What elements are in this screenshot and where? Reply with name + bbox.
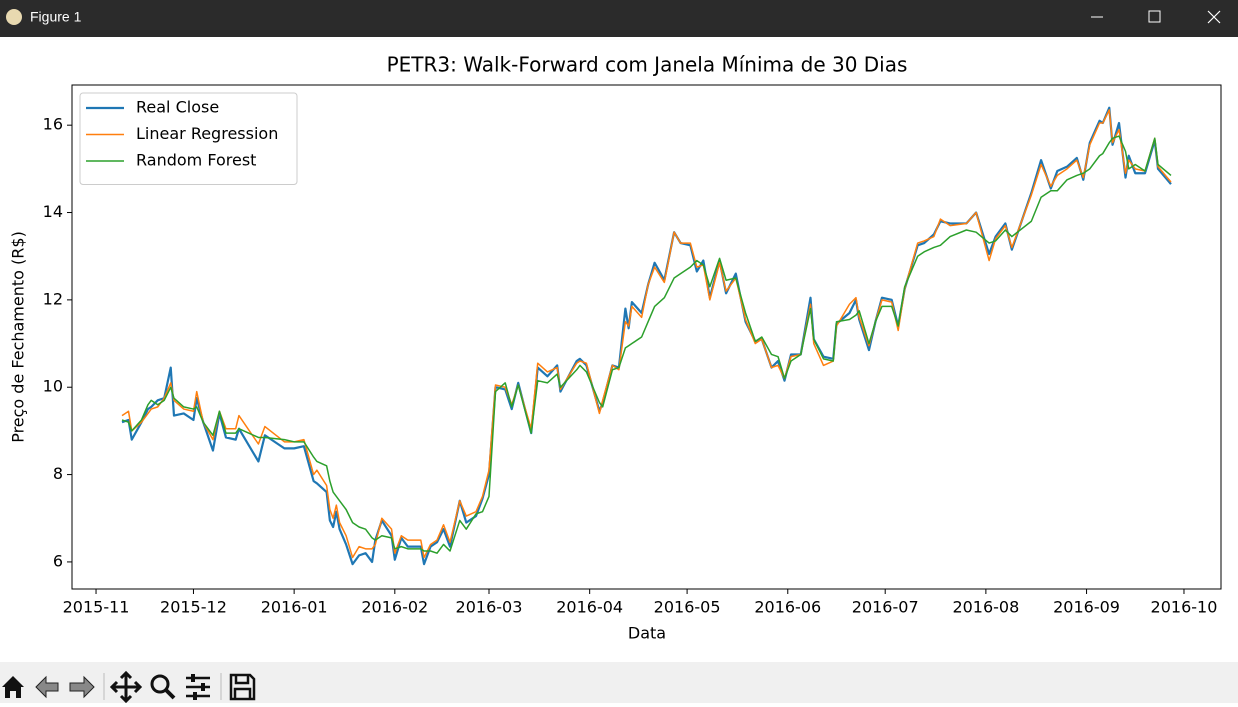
maximize-button[interactable] [1148, 10, 1161, 23]
y-tick-label: 12 [43, 289, 63, 308]
x-tick-label: 2016-03 [456, 598, 523, 617]
series-line [121, 135, 1172, 554]
plot [71, 84, 1222, 590]
title-bar [0, 0, 1238, 37]
y-axis-label: Preço de Fechamento (R$) [9, 231, 28, 443]
toolbar [0, 662, 1238, 703]
zoom-button[interactable] [150, 674, 170, 694]
home-button[interactable] [2, 676, 24, 698]
x-tick-label: 2015-11 [63, 598, 130, 617]
legend-label: Real Close [136, 98, 219, 117]
y-tick-label: 16 [43, 115, 63, 134]
close-button[interactable] [1207, 10, 1221, 24]
series-line [121, 109, 1172, 559]
y-tick-label: 6 [53, 551, 63, 570]
x-tick-label: 2015-12 [160, 598, 227, 617]
app-icon [6, 9, 22, 25]
series-line [121, 106, 1172, 566]
x-tick-label: 2016-04 [556, 598, 623, 617]
legend-box [79, 92, 298, 185]
y-tick-label: 8 [53, 464, 63, 483]
chart-title: PETR3: Walk-Forward com Janela Mínima de… [387, 53, 908, 77]
plot-frame [71, 84, 1222, 590]
forward-button[interactable] [69, 675, 95, 699]
save-button[interactable] [229, 673, 256, 701]
x-tick-label: 2016-01 [261, 598, 328, 617]
configure-button[interactable] [186, 676, 210, 698]
back-button[interactable] [35, 675, 59, 699]
window-title: Figure 1 [30, 9, 82, 25]
x-axis-label: Data [628, 624, 666, 643]
legend-label: Linear Regression [136, 124, 278, 143]
x-tick-label: 2016-06 [754, 598, 821, 617]
y-tick-label: 14 [43, 202, 63, 221]
x-tick-label: 2016-08 [952, 598, 1019, 617]
y-tick-label: 10 [43, 377, 63, 396]
x-tick-label: 2016-07 [852, 598, 919, 617]
x-tick-label: 2016-02 [361, 598, 428, 617]
x-tick-label: 2016-10 [1151, 598, 1218, 617]
x-tick-label: 2016-05 [654, 598, 721, 617]
x-tick-label: 2016-09 [1053, 598, 1120, 617]
pan-button[interactable] [109, 670, 143, 704]
legend-label: Random Forest [136, 151, 256, 170]
